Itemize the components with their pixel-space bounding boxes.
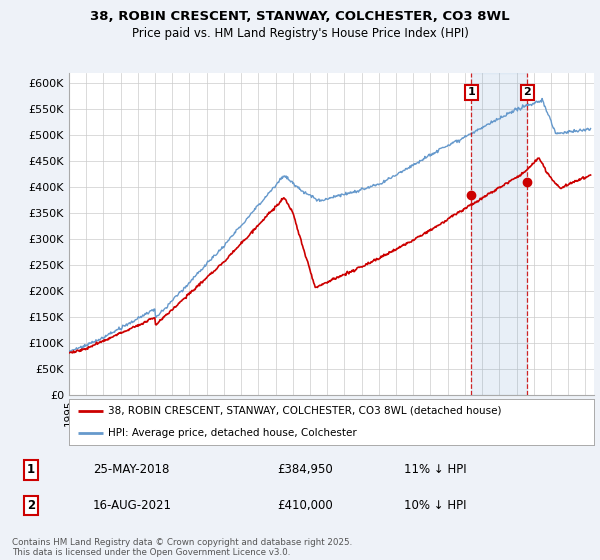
Text: £384,950: £384,950 [277, 463, 333, 477]
Text: 16-AUG-2021: 16-AUG-2021 [92, 499, 172, 512]
Text: 1: 1 [27, 463, 35, 477]
Text: 2: 2 [27, 499, 35, 512]
Text: HPI: Average price, detached house, Colchester: HPI: Average price, detached house, Colc… [109, 428, 357, 438]
Text: 25-MAY-2018: 25-MAY-2018 [92, 463, 169, 477]
Text: 38, ROBIN CRESCENT, STANWAY, COLCHESTER, CO3 8WL: 38, ROBIN CRESCENT, STANWAY, COLCHESTER,… [90, 10, 510, 22]
Text: 2: 2 [523, 87, 531, 97]
Text: Price paid vs. HM Land Registry's House Price Index (HPI): Price paid vs. HM Land Registry's House … [131, 27, 469, 40]
Text: Contains HM Land Registry data © Crown copyright and database right 2025.
This d: Contains HM Land Registry data © Crown c… [12, 538, 352, 557]
Text: 1: 1 [467, 87, 475, 97]
Text: 10% ↓ HPI: 10% ↓ HPI [404, 499, 466, 512]
Text: 11% ↓ HPI: 11% ↓ HPI [404, 463, 466, 477]
Bar [472, 73, 527, 395]
Text: 38, ROBIN CRESCENT, STANWAY, COLCHESTER, CO3 8WL (detached house): 38, ROBIN CRESCENT, STANWAY, COLCHESTER,… [109, 406, 502, 416]
Text: £410,000: £410,000 [277, 499, 333, 512]
